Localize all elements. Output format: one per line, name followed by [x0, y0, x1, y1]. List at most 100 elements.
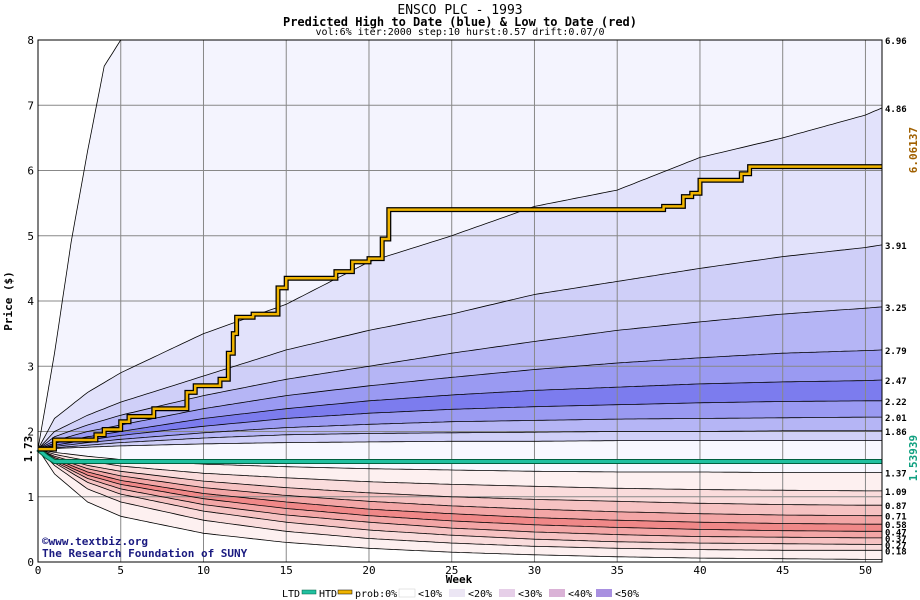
band-low-3 — [38, 449, 882, 516]
legend-swatch-30 — [549, 589, 565, 597]
x-tick-30: 30 — [528, 564, 541, 577]
y-tick-5: 5 — [27, 230, 34, 243]
right-label-17: 0.27 — [885, 541, 907, 551]
low-curve-6 — [37, 448, 882, 539]
band-high-8 — [38, 417, 882, 450]
y-tick-3: 3 — [27, 360, 34, 373]
low-curve-1 — [37, 448, 882, 492]
band-low-4 — [38, 449, 882, 525]
low-curve-4 — [37, 448, 882, 525]
right-value-labels: 6.96 4.86 3.91 3.25 2.79 2.47 2.22 2.01 1.86 1.37… — [885, 37, 907, 557]
right-label-2: 3.91 — [885, 242, 907, 252]
band-low-1 — [38, 449, 882, 491]
credit-foundation: The Research Foundation of SUNY — [42, 547, 248, 560]
x-axis-label: Week — [446, 573, 473, 586]
legend-30-label: <30% — [518, 589, 542, 600]
legend-10-label: <10% — [418, 589, 442, 600]
legend-swatch-40 — [596, 589, 612, 597]
right-label-12: 0.87 — [885, 502, 907, 512]
chart-parameters: vol:6% iter:2000 step:10 hurst:0.57 drif… — [315, 27, 605, 38]
band-high-5 — [38, 349, 882, 450]
low-to-date-line — [37, 447, 882, 463]
high-curve-3 — [37, 306, 883, 450]
right-label-11: 1.09 — [885, 488, 907, 498]
right-label-15: 0.47 — [885, 528, 907, 538]
band-high-4 — [38, 306, 882, 450]
y-tick-2: 2 — [27, 426, 34, 439]
right-label-5: 2.47 — [885, 377, 907, 387]
right-label-7: 2.01 — [885, 414, 907, 424]
high-curve-2 — [37, 244, 883, 450]
y-tick-6: 6 — [27, 165, 34, 178]
legend-40-label: <40% — [568, 589, 592, 600]
x-tick-10: 10 — [197, 564, 210, 577]
x-tick-50: 50 — [859, 564, 872, 577]
y-tick-labels: 0 1 2 3 4 5 6 7 8 — [27, 34, 34, 569]
right-label-3: 3.25 — [885, 304, 907, 314]
right-label-8: 1.86 — [885, 428, 907, 438]
legend-htd-swatch — [337, 589, 353, 595]
legend-htd-label: HTD — [319, 589, 337, 600]
plot-frame — [37, 39, 883, 563]
x-tick-labels: 0 5 10 15 20 25 30 35 40 45 50 — [35, 564, 872, 577]
band-high-9 — [38, 430, 882, 450]
legend: LTD HTD prob:0% <10% <20% <30% <40% <50% — [282, 588, 639, 600]
band-low-8 — [38, 449, 882, 551]
right-label-13: 0.71 — [885, 513, 907, 523]
y-tick-7: 7 — [27, 99, 34, 112]
right-label-14: 0.58 — [885, 521, 907, 531]
y-tick-8: 8 — [27, 34, 34, 47]
start-price-label: 1.73 — [22, 436, 35, 463]
legend-ltd-swatch — [301, 589, 317, 595]
right-label-10: 1.37 — [885, 470, 907, 480]
right-label-0: 6.96 — [885, 37, 907, 47]
right-label-4: 2.79 — [885, 347, 907, 357]
band-low-5 — [38, 449, 882, 532]
y-axis-label: Price ($) — [2, 271, 15, 331]
high-curve-4 — [37, 349, 883, 450]
legend-ltd-label: LTD — [282, 589, 300, 600]
band-high-1 — [38, 40, 882, 450]
high-curve-8 — [37, 430, 882, 450]
legend-prob-label: prob:0% — [355, 589, 397, 600]
chart-subtitle: Predicted High to Date (blue) & Low to D… — [282, 15, 637, 29]
right-label-1: 4.86 — [885, 105, 907, 115]
band-high-3 — [38, 244, 882, 450]
right-label-18: 0.18 — [885, 547, 907, 557]
chart-title: ENSCO PLC - 1993 — [397, 3, 523, 18]
high-curve-9 — [37, 440, 882, 450]
legend-swatch-10 — [449, 589, 465, 597]
x-tick-15: 15 — [280, 564, 293, 577]
low-curve-2 — [37, 448, 882, 506]
band-high-6 — [38, 380, 882, 450]
x-tick-5: 5 — [117, 564, 124, 577]
y-tick-1: 1 — [27, 491, 34, 504]
legend-swatch-20 — [499, 589, 515, 597]
legend-swatch-0 — [398, 588, 416, 598]
right-label-6: 2.22 — [885, 398, 907, 408]
x-tick-0: 0 — [35, 564, 42, 577]
x-tick-35: 35 — [611, 564, 624, 577]
low-curve-5 — [37, 448, 882, 532]
y-tick-4: 4 — [27, 295, 34, 308]
x-tick-20: 20 — [362, 564, 375, 577]
x-tick-45: 45 — [776, 564, 789, 577]
legend-20-label: <20% — [468, 589, 492, 600]
low-curve-7 — [37, 448, 882, 545]
x-tick-40: 40 — [693, 564, 706, 577]
credit-website: ©www.textbiz.org — [42, 535, 148, 548]
right-label-16: 0.37 — [885, 535, 907, 545]
low-curve-9 — [37, 448, 882, 560]
x-tick-25: 25 — [445, 564, 458, 577]
band-high-7 — [38, 400, 882, 450]
y-tick-0: 0 — [27, 556, 34, 569]
high-curve-6 — [37, 400, 882, 450]
band-middle — [38, 440, 882, 473]
band-high-2 — [38, 107, 882, 450]
price-traces — [36, 164, 882, 464]
band-low-2 — [38, 449, 882, 506]
high-curve-5 — [37, 379, 883, 450]
legend-50-label: <50% — [615, 589, 639, 600]
low-curve-8 — [37, 448, 882, 551]
